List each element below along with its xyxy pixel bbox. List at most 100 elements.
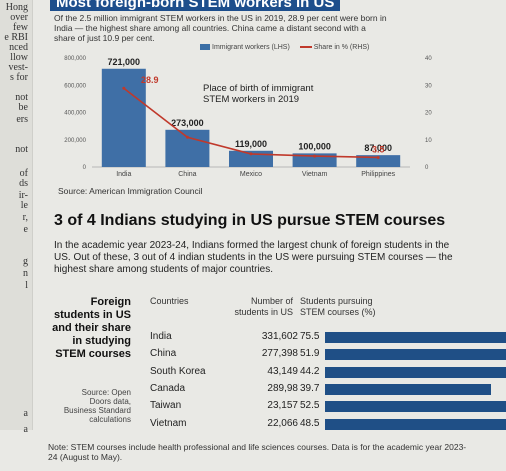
country-cell: Canada	[150, 382, 186, 394]
table-source-line: calculations	[89, 415, 131, 424]
share-point	[185, 135, 189, 139]
share-point	[122, 86, 126, 90]
share-cell: 39.7	[300, 382, 320, 394]
margin-text-fragment: over	[10, 12, 28, 23]
legend-bar-label: Immigrant workers (LHS)	[212, 44, 290, 51]
students-cell: 331,602	[261, 331, 298, 342]
legend-bar-swatch	[200, 44, 210, 51]
table-title-line: and their share	[52, 322, 131, 334]
category-label: China	[178, 171, 196, 178]
country-cell: India	[150, 331, 172, 342]
bar-india	[101, 68, 146, 167]
bar-philippines	[356, 155, 401, 167]
share-cell: 75.5	[300, 331, 320, 342]
margin-text-fragment: a	[23, 408, 28, 419]
y-right-tick-label: 40	[425, 56, 432, 62]
margin-text-fragment: Hong	[5, 2, 28, 13]
margin-text-fragment: ir-	[18, 190, 28, 201]
y-right-tick-label: 0	[425, 165, 429, 171]
category-label: Philippines	[361, 171, 395, 178]
table-title-line: students in US	[53, 309, 131, 321]
country-cell: South Korea	[150, 365, 206, 377]
margin-text-fragment: nced	[9, 42, 28, 53]
share-bar	[325, 332, 506, 343]
share-value-label: 28.9	[141, 75, 159, 85]
students-cell: 43,149	[267, 365, 298, 377]
margin-text-fragment: not	[15, 144, 28, 155]
share-bar	[325, 401, 506, 413]
margin-text-fragment: e	[23, 224, 28, 235]
margin-text-fragment: a	[23, 424, 28, 435]
margin-text-fragment: ds	[19, 178, 28, 189]
share-bar	[325, 418, 506, 430]
chart-source: Source: American Immigration Council	[58, 186, 203, 196]
table-source: Source: Open Doors data, Business Standard…	[36, 388, 131, 424]
table-title: Foreign students in US and their share in s…	[47, 296, 131, 361]
margin-text-fragment: of	[19, 168, 28, 179]
bar-value-label: 87,000	[364, 143, 392, 153]
category-label: India	[116, 171, 131, 178]
y-left-tick-label: 0	[83, 165, 87, 171]
birthplace-bar-chart: 0 200,000 400,000 600,000 800,000 0 10 20 30 40 72…	[64, 56, 432, 178]
bar-value-label: 273,000	[171, 118, 204, 128]
y-left-tick-label: 800,000	[64, 56, 86, 62]
table-title-line: STEM courses	[55, 348, 131, 360]
footnote: Note: STEM courses include health profes…	[48, 442, 467, 462]
margin-text-fragment: llow	[10, 52, 28, 63]
share-bar	[325, 366, 506, 378]
col-header-share-line1: Students pursuing	[300, 296, 373, 306]
margin-text-fragment: few	[13, 22, 28, 33]
y-right-tick-label: 20	[425, 111, 432, 117]
margin-text-fragment: e RBI	[4, 32, 28, 43]
y-left-tick-label: 200,000	[64, 138, 86, 144]
bar-china	[165, 129, 210, 167]
y-right-tick-label: 30	[425, 83, 432, 89]
col-header-share-line2: STEM courses (%)	[300, 307, 376, 317]
table-row: India 331,602 75.5	[150, 329, 506, 346]
margin-text-fragment: s for	[9, 72, 28, 83]
infographic-subtitle: Of the 2.5 million immigrant STEM worker…	[54, 13, 387, 43]
infographic-headline: Most foreign-born STEM workers in US	[50, 0, 341, 11]
share-cell: 52.5	[300, 400, 320, 412]
table-row: China 277,398 51.9	[150, 346, 506, 363]
country-cell: China	[150, 348, 177, 360]
chart-title-line2: STEM workers in 2019	[203, 94, 299, 105]
chart-legend: Immigrant workers (LHS) Share in % (RHS)	[200, 44, 369, 51]
col-header-students-line1: Number of	[250, 296, 293, 306]
margin-text-fragment: not	[15, 92, 28, 103]
share-bar	[325, 349, 506, 361]
table-row: Canada 289,98 39.7	[150, 381, 492, 398]
chart-title-line1: Place of birth of immigrant	[203, 83, 314, 94]
col-header-students: Number of students in US	[218, 296, 293, 318]
bar-value-label: 100,000	[298, 141, 331, 151]
country-cell: Vietnam	[150, 417, 187, 429]
students-cell: 23,157	[267, 400, 298, 412]
table-source-line: Business Standard	[63, 406, 131, 415]
table-title-line: Foreign	[90, 296, 131, 308]
table-source-line: Source: Open	[81, 388, 131, 397]
category-label: Mexico	[240, 171, 262, 178]
adjacent-column-margin: Hong over few e RBI nced llow vest-s for not be e…	[0, 0, 33, 435]
share-point	[249, 152, 253, 156]
students-cell: 277,398	[261, 348, 298, 360]
margin-text-fragment: vest-	[8, 62, 28, 73]
category-label: Vietnam	[302, 171, 328, 178]
share-cell: 51.9	[300, 348, 320, 360]
table-title-line: in studying	[72, 335, 131, 347]
col-header-students-line2: students in US	[234, 307, 293, 317]
bar-value-label: 721,000	[108, 57, 141, 67]
students-cell: 22,066	[267, 417, 298, 429]
margin-text-fragment: l	[25, 280, 28, 291]
bar-value-label: 119,000	[235, 139, 267, 149]
share-cell: 44.2	[300, 365, 320, 377]
col-header-share: Students pursuing STEM courses (%)	[300, 296, 376, 318]
students-cell: 289,98	[267, 382, 298, 394]
margin-text-fragment: g	[23, 256, 28, 267]
legend-line-swatch	[299, 46, 312, 49]
y-right-tick-label: 10	[425, 138, 432, 144]
legend-line-label: Share in % (RHS)	[313, 44, 370, 51]
table-row: Taiwan 23,157 52.5	[150, 398, 506, 415]
section-headline: 3 of 4 Indians studying in US pursue STE…	[54, 212, 446, 229]
share-point	[376, 155, 380, 159]
